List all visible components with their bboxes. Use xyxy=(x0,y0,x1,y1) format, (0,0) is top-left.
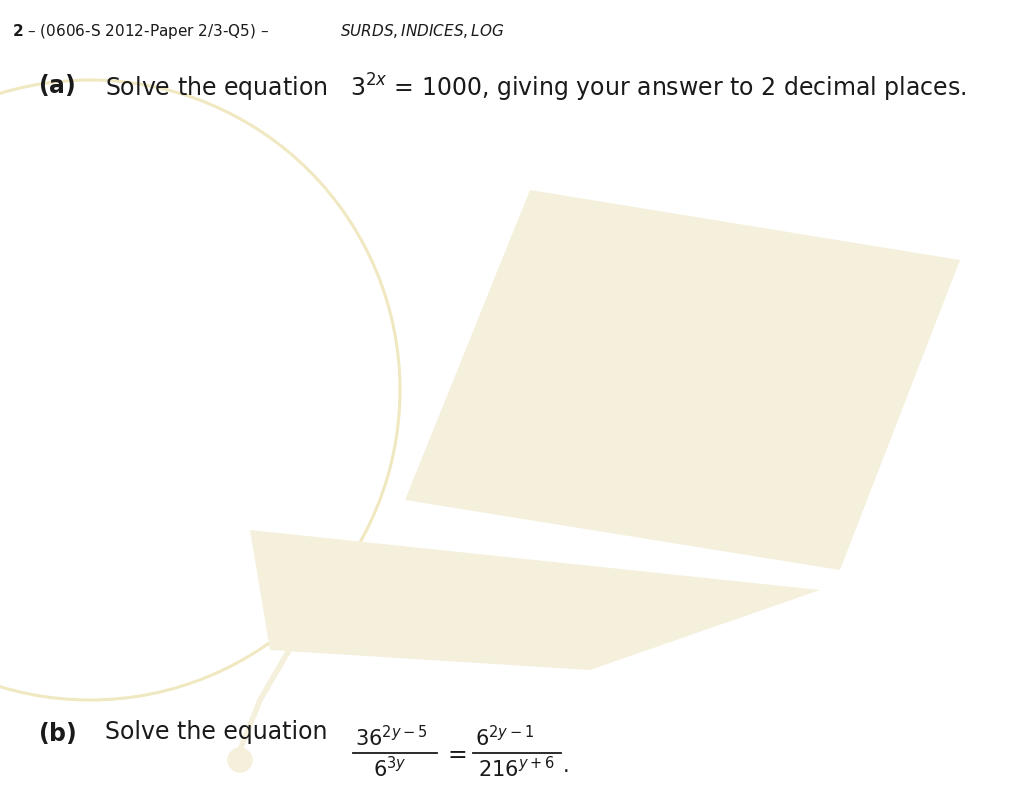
Text: $36^{2y-5}$: $36^{2y-5}$ xyxy=(355,725,428,750)
Text: $.$: $.$ xyxy=(562,756,569,776)
Circle shape xyxy=(228,748,252,772)
Text: $=$: $=$ xyxy=(443,741,466,765)
Text: $\mathbf{(b)}$: $\mathbf{(b)}$ xyxy=(38,720,77,746)
Text: Solve the equation: Solve the equation xyxy=(105,720,327,744)
Text: $\mathbf{2}$ – (0606-S 2012-Paper 2/3-Q5) –: $\mathbf{2}$ – (0606-S 2012-Paper 2/3-Q5… xyxy=(12,22,270,41)
Text: $6^{3y}$: $6^{3y}$ xyxy=(373,756,406,781)
Text: $\mathbf{(a)}$: $\mathbf{(a)}$ xyxy=(38,72,76,98)
Polygon shape xyxy=(405,190,960,570)
Text: $\mathit{SURDS,INDICES,LOG}$: $\mathit{SURDS,INDICES,LOG}$ xyxy=(340,22,504,40)
Text: $6^{2y-1}$: $6^{2y-1}$ xyxy=(475,725,534,750)
Polygon shape xyxy=(250,530,820,670)
Text: Solve the equation   $\mathregular{3}^{\mathregular{2}x}$ = 1000, giving your an: Solve the equation $\mathregular{3}^{\ma… xyxy=(105,72,967,104)
Text: $216^{y+6}$: $216^{y+6}$ xyxy=(478,756,555,781)
